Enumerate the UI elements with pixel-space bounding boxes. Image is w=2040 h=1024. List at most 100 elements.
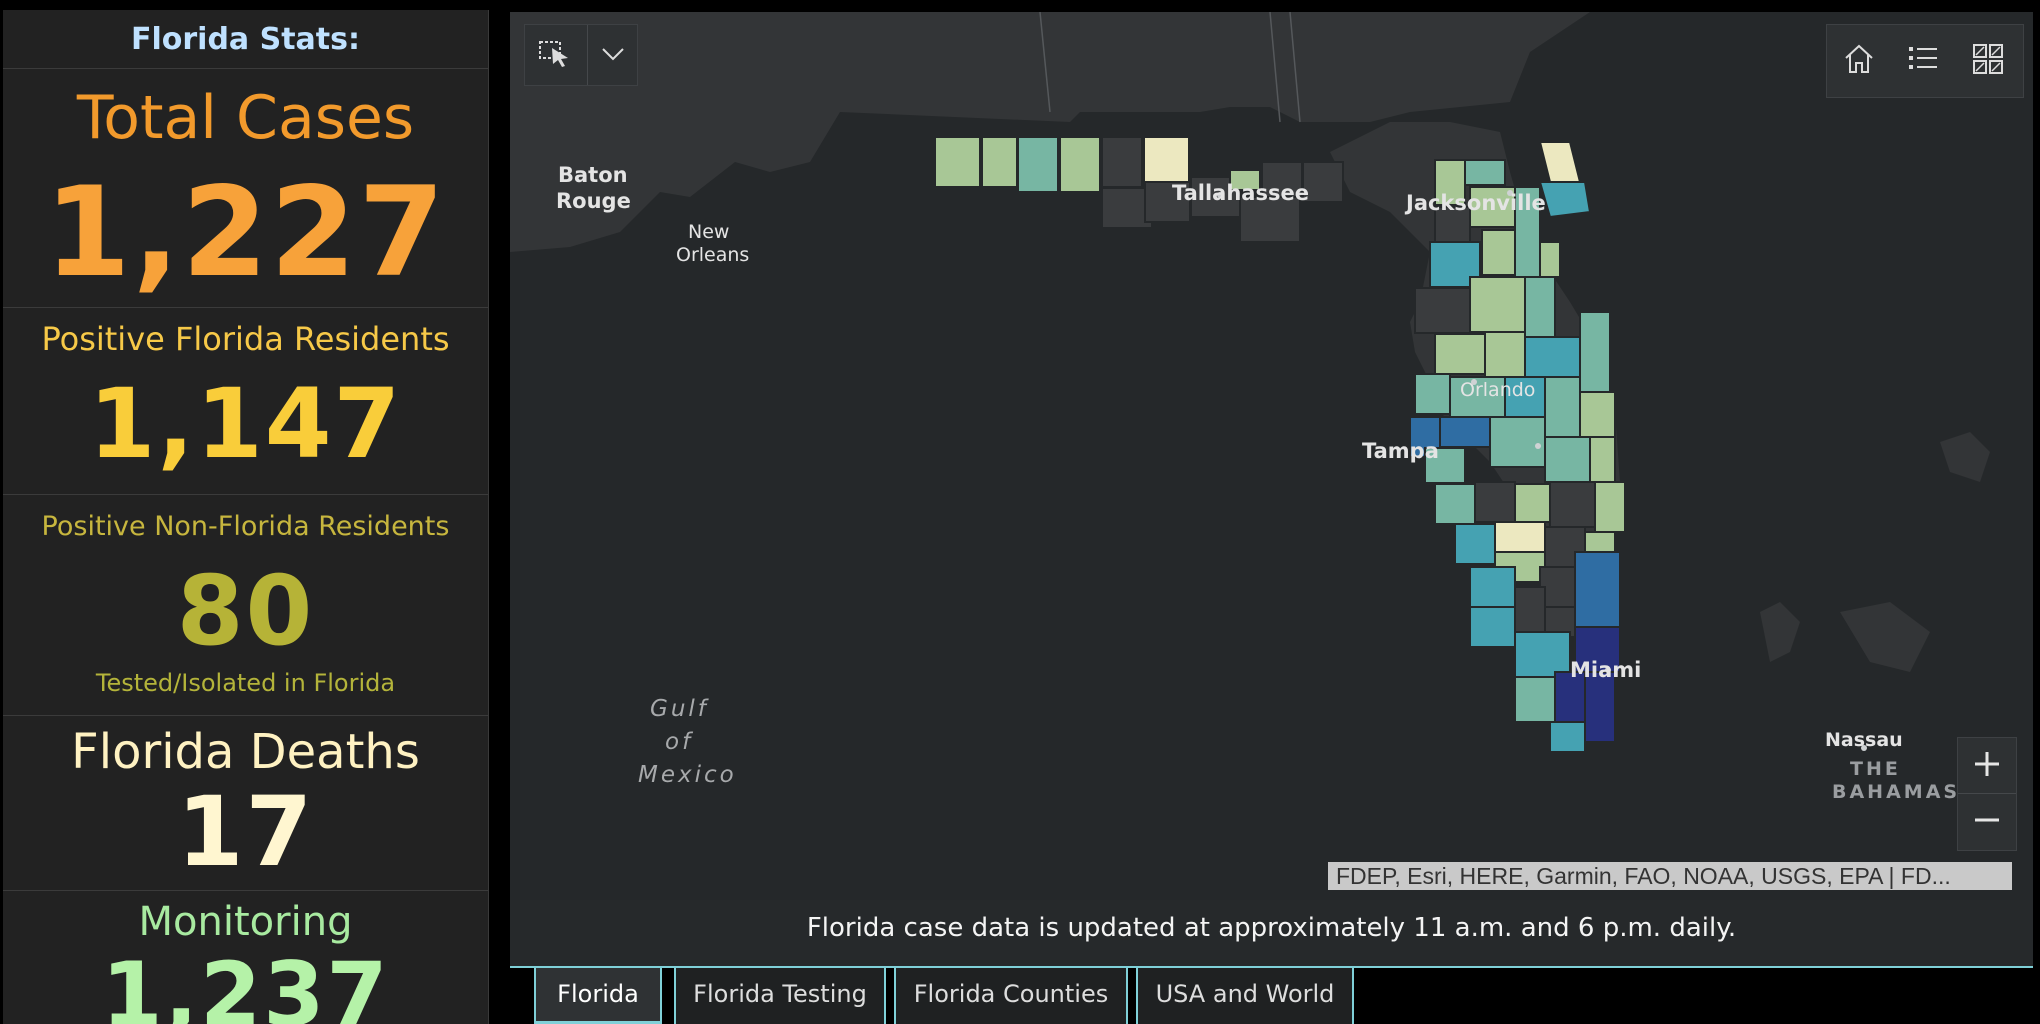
- county[interactable]: [1229, 169, 1261, 191]
- legend-list-icon: [1906, 42, 1940, 80]
- map-attribution[interactable]: FDEP, Esri, HERE, Garmin, FAO, NOAA, USG…: [1328, 862, 2012, 890]
- home-button[interactable]: [1827, 25, 1891, 97]
- county[interactable]: [1489, 416, 1546, 468]
- county[interactable]: [1538, 181, 1592, 219]
- county[interactable]: [1554, 671, 1586, 723]
- zoom-out-button[interactable]: [1958, 794, 2016, 850]
- county[interactable]: [981, 136, 1018, 188]
- home-icon: [1842, 42, 1876, 80]
- non-residents-section: Positive Non-Florida Residents 80 Tested…: [3, 495, 488, 716]
- county[interactable]: [1589, 436, 1616, 483]
- county[interactable]: [1494, 521, 1546, 553]
- tab-florida[interactable]: Florida: [534, 968, 662, 1024]
- label-new-orleans-line2: Orleans: [676, 244, 749, 266]
- county[interactable]: [1454, 523, 1496, 565]
- county[interactable]: [1524, 276, 1556, 338]
- label-bahamas-line2: BAHAMAS: [1832, 781, 1960, 803]
- select-tool-button[interactable]: [525, 25, 585, 85]
- non-residents-subtitle: Tested/Isolated in Florida: [95, 669, 396, 697]
- county[interactable]: [1514, 483, 1551, 523]
- county[interactable]: [1514, 631, 1571, 678]
- legend-button[interactable]: [1891, 25, 1955, 97]
- label-tallahassee: Tallahassee: [1172, 181, 1309, 205]
- update-note: Florida case data is updated at approxim…: [510, 900, 2033, 968]
- county[interactable]: [1579, 391, 1616, 438]
- county[interactable]: [1514, 676, 1556, 723]
- county[interactable]: [1549, 721, 1586, 753]
- label-tampa: Tampa: [1362, 439, 1439, 463]
- county[interactable]: [1549, 481, 1596, 528]
- county[interactable]: [1514, 586, 1546, 633]
- monitoring-title: Monitoring: [138, 899, 353, 945]
- chevron-down-icon: [601, 46, 625, 65]
- county[interactable]: [1469, 276, 1526, 333]
- county[interactable]: [1464, 159, 1506, 186]
- total-cases-title: Total Cases: [76, 83, 415, 153]
- residents-section: Positive Florida Residents 1,147: [3, 308, 488, 495]
- county[interactable]: [1538, 141, 1582, 183]
- county[interactable]: [1544, 436, 1591, 483]
- non-residents-title: Positive Non-Florida Residents: [41, 511, 450, 542]
- map-toolbar: [1826, 24, 2024, 98]
- county[interactable]: [1239, 196, 1301, 243]
- county[interactable]: [1302, 161, 1344, 203]
- label-miami: Miami: [1570, 658, 1641, 682]
- gulf-coast-land: [510, 12, 1590, 252]
- select-cursor-icon: [538, 38, 572, 72]
- county[interactable]: [1514, 186, 1541, 288]
- total-cases-section: Total Cases 1,227: [3, 69, 488, 308]
- residents-title: Positive Florida Residents: [41, 320, 450, 358]
- label-nassau: Nassau: [1825, 729, 1903, 751]
- basemap-gallery-button[interactable]: [1955, 25, 2021, 97]
- tab-florida-counties[interactable]: Florida Counties: [894, 968, 1128, 1024]
- plus-icon: [1972, 749, 2002, 783]
- monitoring-section: Monitoring 1,237: [3, 891, 488, 1024]
- county[interactable]: [1101, 136, 1143, 188]
- county[interactable]: [1144, 181, 1191, 223]
- stats-header: Florida Stats:: [3, 10, 488, 69]
- county[interactable]: [1439, 416, 1491, 448]
- tab-usa-world[interactable]: USA and World: [1136, 968, 1354, 1024]
- county[interactable]: [1594, 481, 1626, 533]
- county[interactable]: [1539, 241, 1561, 278]
- stats-header-title: Florida Stats:: [130, 22, 360, 57]
- county[interactable]: [1434, 206, 1471, 243]
- residents-value: 1,147: [88, 368, 403, 480]
- label-gulf-line2: of: [665, 729, 693, 755]
- map-canvas[interactable]: Baton Rouge New Orleans Tallahassee Jack…: [510, 12, 2033, 900]
- map-view[interactable]: Baton Rouge New Orleans Tallahassee Jack…: [510, 12, 2033, 900]
- county[interactable]: [1544, 376, 1581, 438]
- minus-icon: [1972, 805, 2002, 839]
- county[interactable]: [934, 136, 981, 188]
- label-jacksonville: Jacksonville: [1404, 191, 1546, 215]
- county[interactable]: [1414, 287, 1471, 334]
- county[interactable]: [1143, 136, 1190, 183]
- label-orlando: Orlando: [1460, 379, 1535, 401]
- county[interactable]: [1469, 606, 1516, 648]
- county[interactable]: [1414, 373, 1451, 415]
- city-dot: [1507, 190, 1513, 196]
- county[interactable]: [1584, 671, 1616, 743]
- county[interactable]: [1579, 311, 1611, 393]
- county[interactable]: [1101, 187, 1153, 229]
- stats-panel: Florida Stats: Total Cases 1,227 Positiv…: [3, 10, 489, 1024]
- non-residents-value: 80: [176, 555, 315, 667]
- label-new-orleans-line1: New: [688, 221, 729, 243]
- county[interactable]: [1524, 336, 1581, 378]
- county[interactable]: [1059, 136, 1101, 193]
- city-dot: [1471, 379, 1477, 385]
- selection-dropdown-button[interactable]: [587, 25, 638, 85]
- deaths-value: 17: [176, 776, 315, 888]
- county[interactable]: [1474, 481, 1516, 523]
- county[interactable]: [1574, 551, 1621, 628]
- county[interactable]: [1504, 376, 1546, 418]
- county[interactable]: [1484, 331, 1526, 378]
- county[interactable]: [1017, 136, 1059, 193]
- zoom-in-button[interactable]: [1958, 738, 2016, 794]
- monitoring-value: 1,237: [101, 943, 390, 1024]
- tab-florida-testing[interactable]: Florida Testing: [674, 968, 886, 1024]
- county[interactable]: [1434, 483, 1476, 525]
- county[interactable]: [1469, 566, 1516, 608]
- county[interactable]: [1434, 333, 1486, 375]
- zoom-controls: [1957, 737, 2017, 851]
